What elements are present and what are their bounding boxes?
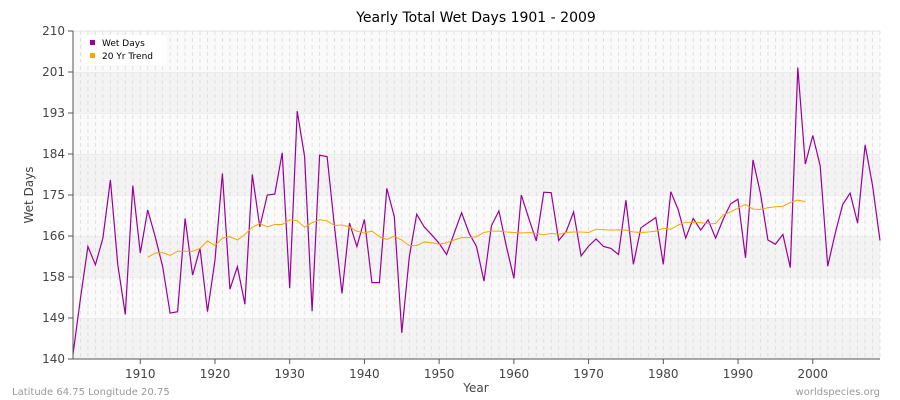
source-label: worldspecies.org	[796, 387, 880, 398]
legend-label-trend: 20 Yr Trend	[102, 52, 153, 62]
y-axis-label: Wet Days	[22, 166, 36, 223]
legend-swatch-trend	[90, 53, 95, 58]
x-tick-label: 1930	[274, 367, 305, 381]
x-tick-label: 1940	[349, 367, 380, 381]
grid-band	[73, 72, 880, 113]
x-tick-label: 1960	[499, 367, 530, 381]
y-tick-label: 193	[42, 106, 65, 120]
y-tick-label: 210	[42, 24, 65, 38]
y-tick-label: 184	[42, 147, 65, 161]
y-tick-label: 158	[42, 270, 65, 284]
x-axis-label: Year	[462, 381, 488, 395]
x-tick-label: 1920	[200, 367, 231, 381]
grid-band	[73, 318, 880, 359]
y-tick-label: 175	[42, 188, 65, 202]
x-tick-label: 1990	[723, 367, 754, 381]
location-label: Latitude 64.75 Longitude 20.75	[12, 387, 170, 398]
legend-label-wet-days: Wet Days	[102, 39, 145, 49]
y-tick-label: 140	[42, 352, 65, 366]
x-tick-label: 1970	[573, 367, 604, 381]
x-tick-label: 1950	[424, 367, 455, 381]
y-tick-label: 166	[42, 229, 65, 243]
legend: Wet Days 20 Yr Trend	[82, 35, 166, 65]
wet-days-line	[72, 67, 881, 355]
y-tick-label: 149	[42, 311, 65, 325]
trend-line	[147, 199, 806, 258]
legend-swatch-wet-days	[90, 40, 95, 45]
y-tick-label: 201	[42, 65, 65, 79]
x-tick-label: 2000	[797, 367, 828, 381]
x-tick-label: 1910	[125, 367, 156, 381]
grid-band	[73, 31, 880, 72]
x-tick-label: 1980	[648, 367, 679, 381]
grid-band	[73, 113, 880, 154]
chart-title: Yearly Total Wet Days 1901 - 2009	[355, 10, 596, 26]
